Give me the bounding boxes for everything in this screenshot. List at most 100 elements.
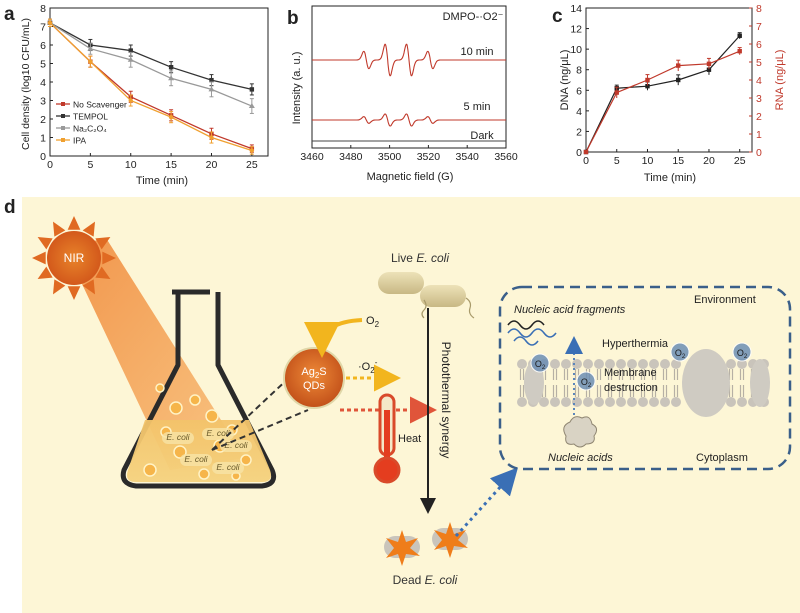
y-tick-label: 3 [40,96,46,108]
data-point [209,77,214,83]
x-tick-label: 3500 [378,151,402,163]
y-tick-label: 0 [40,151,46,163]
y-tick-label: 8 [576,65,582,77]
lipid-head-top [638,359,648,369]
live-ecoli-flagellum-1 [421,299,427,319]
sun-ray [95,266,111,279]
legend-label: No Scavenger [73,100,127,110]
flask-ecoli-label: E. coli [224,440,248,450]
series-line [49,22,252,91]
y-tick-label: 0 [576,147,582,159]
lipid-head-bottom [550,397,560,407]
qd-bubble [155,383,165,393]
flask-ecoli-cell [180,454,212,466]
x-tick-label: 15 [165,159,177,171]
panel-b-series [312,43,506,142]
y-tick-label-right: 2 [756,111,762,123]
panel-a-ticks: 0 5 10 15 20 25 0 1 2 3 4 5 6 7 8 [40,3,258,171]
lipid-head-top [649,359,659,369]
data-point [168,65,174,70]
qd-bubble [240,454,252,466]
qd-bubble [143,463,157,477]
qd-bubble [198,468,210,480]
data-point [676,63,681,68]
data-point [614,90,619,95]
lipid-head-top [572,359,582,369]
lipid-head-top [726,359,736,369]
qd-bubble [169,401,183,415]
y-tick-label: 7 [40,22,46,34]
x-tick-label: 0 [583,155,589,167]
flask-ecoli-cell [162,432,194,444]
x-tick-label: 3460 [300,151,324,163]
data-point [209,135,214,140]
y-tick-label: 5 [40,59,46,71]
o2-sphere-sub: 2 [682,354,686,360]
nir-beam [65,238,245,470]
x-tick-label: 3480 [339,151,363,163]
y-tick-label: 6 [576,85,582,97]
live-ecoli-cell-1 [378,272,424,294]
o2-arrow [304,318,363,358]
panel-b-xlabel: Magnetic field (G) [367,171,454,183]
lipid-head-top [627,359,637,369]
panel-a-axes [49,7,269,157]
panel-b-ticks: 3460 3480 3500 3520 3540 3560 [300,145,518,163]
qd-label-line2: QDs [303,380,326,392]
o2-sphere [576,371,596,391]
o2-sphere-label: O2 [581,377,592,389]
data-point [706,67,712,72]
nucleic-fragments-label: Nucleic acid fragments [514,304,626,316]
x-tick-label: 25 [246,159,258,171]
x-tick-label: 25 [734,155,746,167]
dead-ecoli-burst-1 [386,530,420,566]
y-tick-label-right: 7 [756,21,762,33]
y-tick-label: 10 [570,44,582,56]
y-tick-label: 14 [570,3,582,15]
panel-b-label-dark: Dark [470,130,494,142]
nucleic-fragment-wave-3 [513,336,539,346]
synergy-label: Photothermal synergy [439,342,453,459]
lipid-head-top [594,359,604,369]
data-point [676,77,681,83]
flask-ecoli-label: E. coli [206,428,230,438]
data-point [249,148,255,153]
data-point [737,33,742,38]
data-point [127,56,134,62]
panel-d-diagram: d [4,197,800,613]
o2-sphere-sub: 2 [588,383,592,389]
data-point [128,48,133,53]
flask-outline [120,289,277,489]
lipid-head-bottom [660,397,670,407]
lipid-head-top [517,359,527,369]
series-line [585,35,741,153]
panel-b-axes [311,5,507,149]
environment-label: Environment [694,294,756,306]
membrane-protein [682,349,730,417]
lipid-head-top [616,359,626,369]
x-tick-label: 3540 [456,151,480,163]
lipid-head-top [605,359,615,369]
nucleic-fragment-wave-2 [507,328,557,338]
data-point [737,49,742,54]
y-tick-label-right: 1 [756,129,762,141]
superoxide-label: ·O2- [358,358,378,375]
nir-sun-icon: NIR [32,216,116,300]
qd-bubble [189,394,201,406]
panel-c-series [583,32,742,155]
panel-a-letter: a [4,4,15,25]
ag2s-qd: Ag2S QDs [283,347,345,409]
data-point [168,75,175,81]
thermometer-mercury [384,410,390,462]
panel-c-xlabel: Time (min) [644,172,696,184]
nucleic-acids-label: Nucleic acids [548,452,613,464]
data-point [645,77,650,83]
sun-ray [32,251,46,265]
lipid-head-bottom [561,397,571,407]
heat-label: Heat [398,433,421,445]
lipid-head-top [660,359,670,369]
legend-swatch-marker [61,126,65,130]
sun-disc [47,231,101,285]
o2-sphere [732,342,752,362]
live-ecoli-cells [378,272,475,319]
